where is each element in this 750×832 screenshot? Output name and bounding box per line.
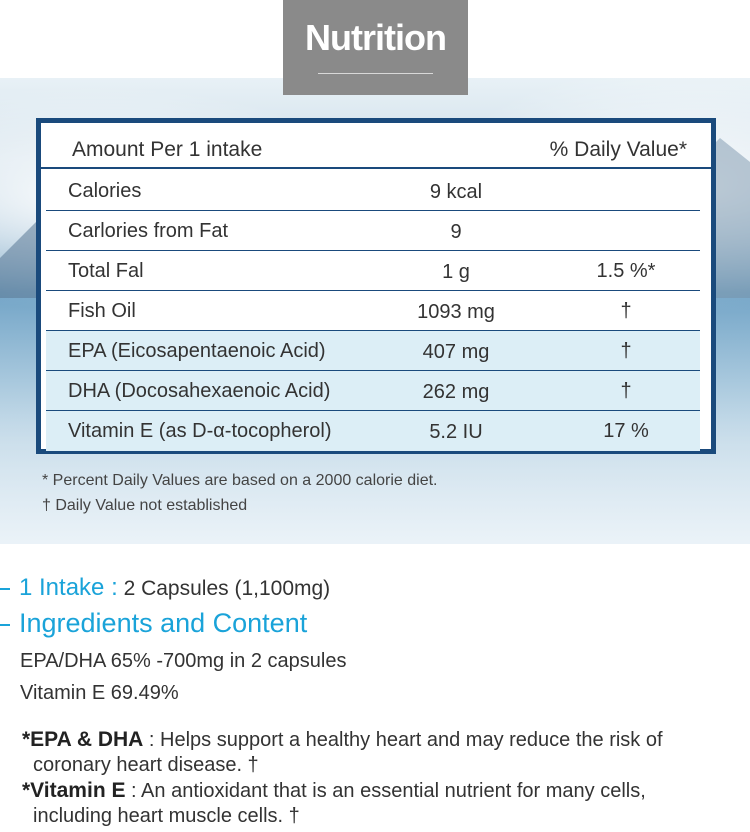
nutrient-amount: 407 mg xyxy=(422,341,490,363)
vitamin-e-note: *Vitamin E : An antioxidant that is an e… xyxy=(22,779,646,803)
nutrient-dv: † xyxy=(620,380,632,402)
nutrient-name: Vitamin E (as D-α-tocopherol) xyxy=(68,420,332,442)
footnote-percent: * Percent Daily Values are based on a 20… xyxy=(42,472,438,489)
nutrient-amount: 262 mg xyxy=(422,381,490,403)
dash-marker xyxy=(0,623,10,626)
table-row: DHA (Docosahexaenoic Acid) 262 mg † xyxy=(46,371,700,411)
nutrient-name: Total Fal xyxy=(68,260,144,282)
epa-dha-term: *EPA & DHA xyxy=(22,728,144,751)
intake-value: 2 Capsules (1,100mg) xyxy=(117,577,331,600)
daily-value-header: % Daily Value* xyxy=(549,138,687,161)
table-row: Fish Oil 1093 mg † xyxy=(46,291,700,331)
amount-header: Amount Per 1 intake xyxy=(72,138,263,161)
epa-dha-note: *EPA & DHA : Helps support a healthy hea… xyxy=(22,728,663,752)
title-tab: Nutrition xyxy=(283,0,468,95)
nutrient-amount: 1 g xyxy=(442,261,470,283)
nutrient-dv: † xyxy=(620,340,632,362)
nutrient-amount: 9 kcal xyxy=(429,181,483,203)
table-row: Total Fal 1 g 1.5 %* xyxy=(46,251,700,291)
ingredients-heading: Ingredients and Content xyxy=(19,608,308,638)
vitamin-e-term: *Vitamin E xyxy=(22,779,126,802)
nutrient-name: DHA (Docosahexaenoic Acid) xyxy=(68,380,331,402)
nutrient-dv: 1.5 %* xyxy=(596,260,656,282)
ingredient-line: EPA/DHA 65% -700mg in 2 capsules xyxy=(20,650,347,672)
nutrient-name: Carlories from Fat xyxy=(68,220,229,242)
nutrition-table: Amount Per 1 intake % Daily Value* Calor… xyxy=(36,118,716,454)
ingredient-line: Vitamin E 69.49% xyxy=(20,682,179,704)
table-row: EPA (Eicosapentaenoic Acid) 407 mg † xyxy=(46,331,700,371)
page-title: Nutrition xyxy=(305,17,447,58)
nutrient-name: Calories xyxy=(68,180,142,202)
table-row: Carlories from Fat 9 xyxy=(46,211,700,251)
table-row: Vitamin E (as D-α-tocopherol) 5.2 IU 17 … xyxy=(46,411,700,451)
footnote-dagger: † Daily Value not established xyxy=(42,497,248,514)
intake-label: 1 Intake : xyxy=(19,574,118,601)
table-footnotes: * Percent Daily Values are based on a 20… xyxy=(42,468,438,518)
nutrient-amount: 1093 mg xyxy=(417,301,495,323)
vitamin-e-text: : An antioxidant that is an essential nu… xyxy=(125,780,646,802)
nutrient-amount: 9 xyxy=(450,221,462,243)
intake-line: 1 Intake : 2 Capsules (1,100mg) xyxy=(0,574,330,602)
ingredients-heading-line: Ingredients and Content xyxy=(0,608,307,639)
title-underline xyxy=(318,73,433,74)
nutrient-name: Fish Oil xyxy=(68,300,136,322)
nutrient-amount: 5.2 IU xyxy=(429,421,483,443)
dash-marker xyxy=(0,588,10,591)
nutrient-dv: † xyxy=(620,300,632,322)
epa-dha-text: : Helps support a healthy heart and may … xyxy=(143,729,663,751)
epa-dha-note-cont: coronary heart disease. † xyxy=(33,754,259,776)
table-header: Amount Per 1 intake % Daily Value* xyxy=(41,123,711,169)
nutrient-name: EPA (Eicosapentaenoic Acid) xyxy=(68,340,326,362)
nutrient-dv: 17 % xyxy=(603,420,649,442)
vitamin-e-note-cont: including heart muscle cells. † xyxy=(33,805,300,827)
table-row: Calories 9 kcal xyxy=(46,171,700,211)
